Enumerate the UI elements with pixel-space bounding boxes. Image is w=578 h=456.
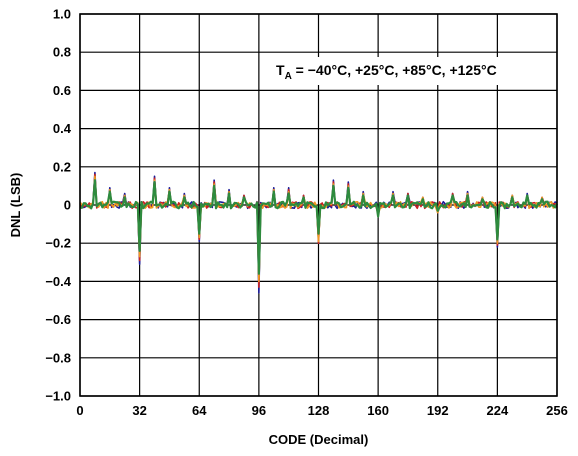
x-tick-label: 192 — [427, 403, 449, 418]
y-tick-label: 0.6 — [53, 83, 71, 98]
y-axis-title: DNL (LSB) — [8, 173, 23, 238]
series-line-3 — [79, 179, 558, 275]
data-series — [79, 171, 558, 294]
x-tick-label: 64 — [192, 403, 207, 418]
y-tick-label: −0.4 — [45, 274, 71, 289]
x-tick-label: 96 — [252, 403, 266, 418]
x-tick-label: 224 — [487, 403, 509, 418]
annotation-text: = −40°C, +25°C, +85°C, +125°C — [292, 62, 497, 78]
temperature-annotation: TA = −40°C, +25°C, +85°C, +125°C — [276, 62, 497, 82]
plot-frame — [79, 13, 558, 397]
y-tick-label: −0.2 — [45, 236, 71, 251]
x-axis-title: CODE (Decimal) — [269, 432, 369, 447]
x-tick-label: 160 — [367, 403, 389, 418]
x-tick-label: 0 — [76, 403, 83, 418]
x-tick-labels: 0 32 64 96 128 160 192 224 256 — [76, 403, 567, 418]
x-tick-label: 256 — [546, 403, 568, 418]
x-tick-label: 32 — [132, 403, 146, 418]
y-tick-label: −0.8 — [45, 350, 71, 365]
y-tick-label: 0.4 — [53, 121, 72, 136]
y-tick-label: 0 — [64, 198, 71, 213]
y-tick-label: 0.2 — [53, 159, 71, 174]
y-tick-label: −1.0 — [45, 389, 71, 404]
y-tick-label: 0.8 — [53, 45, 71, 60]
y-tick-label: 1.0 — [53, 7, 71, 22]
annotation-prefix: T — [276, 62, 285, 78]
x-tick-label: 128 — [308, 403, 330, 418]
y-tick-label: −0.6 — [45, 312, 71, 327]
annotation-background — [268, 57, 552, 85]
y-tick-labels: 1.0 0.8 0.6 0.4 0.2 0 −0.2 −0.4 −0.6 −0.8 −1.0 — [45, 7, 71, 404]
annotation-subscript: A — [285, 71, 292, 82]
